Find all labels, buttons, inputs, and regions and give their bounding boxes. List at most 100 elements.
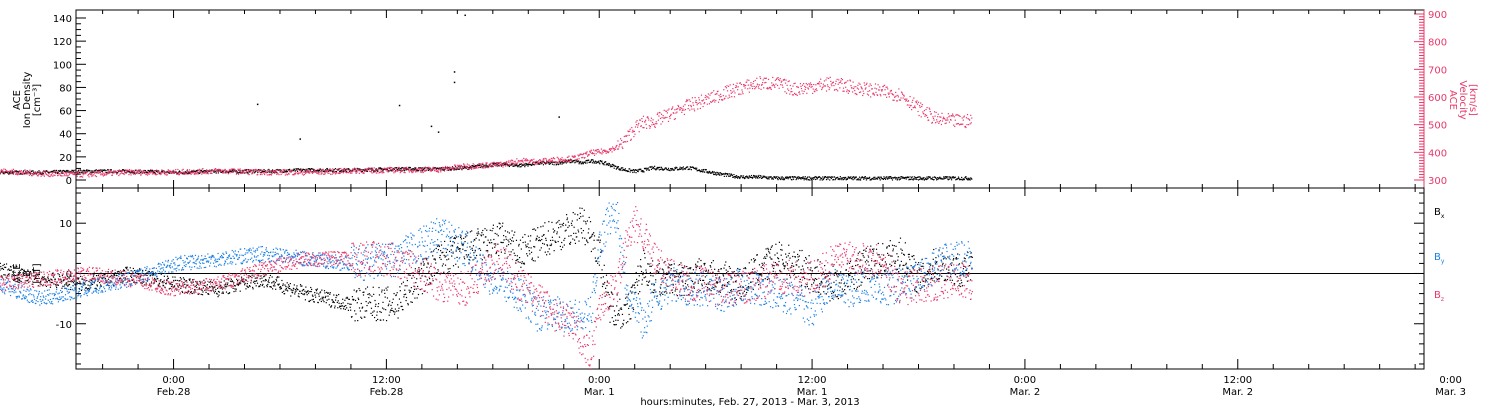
- velocity-point: [932, 116, 934, 118]
- velocity-point: [86, 171, 89, 173]
- velocity-point: [50, 175, 52, 177]
- bx-point: [68, 283, 71, 286]
- velocity-point: [834, 83, 837, 85]
- density-point: [294, 170, 297, 172]
- bx-point: [239, 282, 241, 284]
- velocity-point: [497, 163, 499, 165]
- velocity-point: [963, 115, 965, 117]
- velocity-point: [625, 135, 628, 137]
- velocity-point: [177, 168, 179, 171]
- bx-point: [26, 280, 28, 282]
- velocity-point: [221, 172, 224, 174]
- velocity-point: [527, 159, 529, 162]
- density-point: [847, 176, 849, 178]
- velocity-point: [827, 86, 829, 88]
- velocity-point: [341, 169, 343, 171]
- velocity-point: [828, 88, 830, 91]
- velocity-point: [506, 160, 508, 163]
- bx-point: [47, 278, 49, 280]
- velocity-point: [907, 100, 909, 103]
- velocity-point: [842, 87, 845, 89]
- density-point: [161, 171, 164, 173]
- velocity-point: [37, 174, 40, 176]
- density-point: [510, 163, 513, 165]
- density-point: [882, 178, 885, 180]
- velocity-point: [557, 157, 559, 159]
- velocity-point: [846, 90, 848, 93]
- density-point: [184, 171, 186, 173]
- density-point: [338, 168, 340, 170]
- velocity-point: [277, 172, 279, 175]
- velocity-point: [737, 86, 739, 88]
- velocity-point: [110, 169, 112, 172]
- velocity-point: [312, 171, 315, 173]
- velocity-point: [912, 99, 914, 101]
- velocity-point: [284, 174, 286, 176]
- velocity-point: [245, 170, 248, 172]
- velocity-point: [353, 167, 356, 169]
- density-point: [247, 172, 249, 174]
- velocity-point: [525, 158, 528, 160]
- bx-point: [92, 275, 95, 277]
- bx-point: [150, 281, 153, 283]
- velocity-point: [695, 99, 697, 102]
- velocity-point: [821, 87, 823, 89]
- density-point: [82, 172, 84, 174]
- velocity-point: [41, 172, 43, 174]
- velocity-point: [849, 80, 852, 82]
- velocity-point: [486, 162, 488, 164]
- velocity-point: [491, 165, 493, 167]
- velocity-point: [738, 93, 740, 95]
- density-point: [106, 172, 108, 174]
- velocity-point: [713, 90, 715, 92]
- density-point: [609, 166, 612, 168]
- velocity-point: [903, 94, 905, 96]
- velocity-point: [836, 88, 838, 91]
- velocity-point: [95, 175, 98, 178]
- velocity-point: [596, 150, 598, 152]
- density-point: [258, 169, 260, 171]
- density-point: [884, 178, 887, 180]
- density-point: [455, 166, 457, 168]
- velocity-point: [101, 173, 103, 175]
- density-point: [61, 170, 64, 172]
- velocity-point: [866, 82, 868, 84]
- bx-point: [249, 285, 251, 288]
- velocity-point: [924, 115, 926, 117]
- density-point: [199, 172, 201, 174]
- velocity-point: [279, 171, 282, 173]
- bx-point: [173, 285, 176, 287]
- bx-point: [138, 268, 141, 270]
- velocity-point: [742, 93, 744, 95]
- velocity-point: [680, 107, 682, 109]
- velocity-point: [142, 170, 144, 173]
- density-point: [558, 163, 560, 165]
- bx-point: [10, 266, 12, 268]
- velocity-point: [419, 171, 422, 173]
- velocity-point: [824, 85, 827, 87]
- bx-point: [160, 273, 162, 275]
- velocity-point: [347, 168, 349, 171]
- bx-point: [263, 286, 265, 288]
- bx-point: [38, 273, 40, 275]
- density-point: [553, 164, 555, 166]
- velocity-point: [340, 167, 342, 170]
- density-point: [413, 168, 415, 170]
- density-point: [205, 170, 207, 172]
- velocity-point: [903, 95, 905, 97]
- velocity-point: [812, 88, 814, 90]
- velocity-point: [604, 150, 606, 152]
- bx-point: [97, 280, 99, 282]
- velocity-point: [454, 168, 456, 170]
- density-point: [775, 177, 777, 179]
- velocity-point: [118, 174, 120, 177]
- bx-point: [17, 272, 20, 274]
- velocity-point: [413, 169, 415, 171]
- velocity-point: [778, 87, 780, 89]
- bx-point: [219, 287, 221, 289]
- density-point: [325, 169, 327, 171]
- density-point: [756, 176, 758, 179]
- velocity-point: [546, 162, 548, 164]
- velocity-point: [632, 129, 634, 131]
- density-point: [585, 159, 588, 162]
